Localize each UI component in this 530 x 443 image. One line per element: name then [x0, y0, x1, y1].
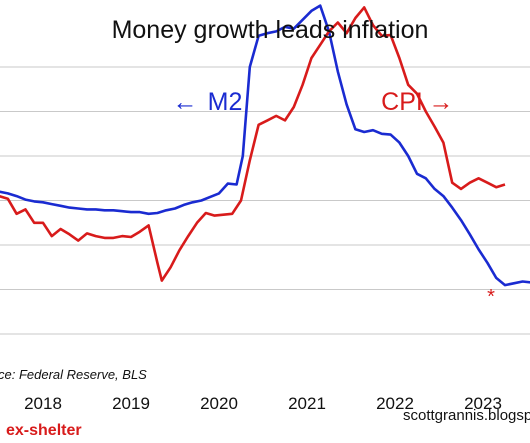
footnote-text: ex-shelter — [6, 422, 82, 439]
m2-series-line — [0, 4, 530, 287]
x-tick-label: 2022 — [376, 394, 414, 413]
x-tick-label: 2021 — [288, 394, 326, 413]
series-layer — [0, 4, 530, 287]
x-axis-tick-labels: 2018201920202021202220232 — [24, 394, 502, 413]
website-credit: scottgrannis.blogsp — [403, 407, 530, 424]
footnote-marker: * — [487, 286, 495, 308]
m2-label: M2 — [208, 88, 243, 116]
x-tick-label: 2018 — [24, 394, 62, 413]
cpi-label: CPI — [381, 88, 423, 116]
m2-left-arrow-icon: ← — [173, 88, 198, 116]
x-tick-label: 2019 — [112, 394, 150, 413]
source-note: ce: Federal Reserve, BLS — [0, 367, 147, 382]
x-tick-label: 2020 — [200, 394, 238, 413]
cpi-right-arrow-icon: → — [429, 88, 454, 116]
m2-series-label: ← M2 — [173, 88, 243, 116]
cpi-series-label: CPI → — [381, 88, 453, 116]
chart-title: Money growth leads inflation — [112, 16, 429, 44]
x-tick-label: 2023 — [464, 394, 502, 413]
gridlines — [0, 66, 530, 335]
cpi-series-line — [0, 6, 506, 282]
